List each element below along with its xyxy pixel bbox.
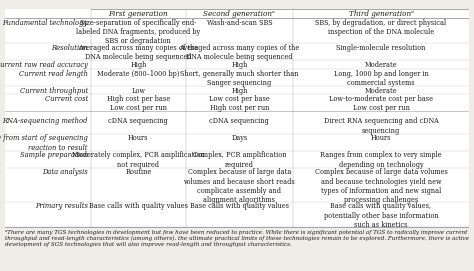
Text: cDNA sequencing: cDNA sequencing bbox=[109, 117, 168, 125]
Text: Base calls with quality values,
potentially other base information
such as kinet: Base calls with quality values, potentia… bbox=[324, 202, 438, 229]
Text: Third generationᵃ: Third generationᵃ bbox=[348, 10, 413, 18]
Text: Days: Days bbox=[231, 134, 247, 142]
Text: Low cost per base
High cost per run: Low cost per base High cost per run bbox=[209, 95, 270, 112]
Text: Single-molecule resolution: Single-molecule resolution bbox=[337, 44, 426, 52]
Text: RNA-sequencing method: RNA-sequencing method bbox=[2, 117, 88, 125]
Text: Averaged across many copies of the
DNA molecule being sequenced: Averaged across many copies of the DNA m… bbox=[179, 44, 300, 61]
Text: Size-separation of specifically end-
labeled DNA fragments, produced by
SBS or d: Size-separation of specifically end- lab… bbox=[76, 19, 201, 45]
Text: Current throughput: Current throughput bbox=[19, 87, 88, 95]
Text: Second generationᵃ: Second generationᵃ bbox=[203, 10, 275, 18]
Text: Complex because of large data
volumes and because short reads
complicate assembl: Complex because of large data volumes an… bbox=[183, 168, 295, 204]
Text: Base calls with quality values: Base calls with quality values bbox=[190, 202, 289, 210]
Text: Direct RNA sequencing and cDNA
sequencing: Direct RNA sequencing and cDNA sequencin… bbox=[324, 117, 438, 134]
Bar bbox=[5, 9, 469, 227]
Text: Data analysis: Data analysis bbox=[42, 168, 88, 176]
Text: Current raw read accuracy: Current raw read accuracy bbox=[0, 61, 88, 69]
Text: Low: Low bbox=[131, 87, 146, 95]
Text: Low-to-moderate cost per base
Low cost per run: Low-to-moderate cost per base Low cost p… bbox=[329, 95, 433, 112]
Text: Resolution: Resolution bbox=[51, 44, 88, 52]
Text: Time from start of sequencing
reaction to result: Time from start of sequencing reaction t… bbox=[0, 134, 88, 151]
Text: Base calls with quality values: Base calls with quality values bbox=[89, 202, 188, 210]
Text: Fundamental technology: Fundamental technology bbox=[2, 19, 88, 27]
Text: Short, generally much shorter than
Sanger sequencing: Short, generally much shorter than Sange… bbox=[180, 70, 299, 87]
Text: Complex because of large data volumes
and because technologies yield new
types o: Complex because of large data volumes an… bbox=[315, 168, 447, 204]
Text: Moderate: Moderate bbox=[365, 61, 397, 69]
Text: High: High bbox=[231, 87, 247, 95]
Text: Wash-and-scan SBS: Wash-and-scan SBS bbox=[207, 19, 272, 27]
Text: Ranges from complex to very simple
depending on technology: Ranges from complex to very simple depen… bbox=[320, 151, 442, 169]
Text: Averaged across many copies of the
DNA molecule being sequenced: Averaged across many copies of the DNA m… bbox=[78, 44, 199, 61]
Text: Moderate (800–1000 bp): Moderate (800–1000 bp) bbox=[97, 70, 180, 78]
Text: Moderate: Moderate bbox=[365, 87, 397, 95]
Text: First generation: First generation bbox=[109, 10, 168, 18]
Text: Sample preparation: Sample preparation bbox=[19, 151, 88, 159]
Text: High: High bbox=[130, 61, 146, 69]
Text: Complex, PCR amplification
required: Complex, PCR amplification required bbox=[192, 151, 286, 169]
Text: High cost per base
Low cost per run: High cost per base Low cost per run bbox=[107, 95, 170, 112]
Text: cDNA sequencing: cDNA sequencing bbox=[210, 117, 269, 125]
Text: Long, 1000 bp and longer in
commercial systems: Long, 1000 bp and longer in commercial s… bbox=[334, 70, 428, 87]
Text: Current read length: Current read length bbox=[19, 70, 88, 78]
Text: High: High bbox=[231, 61, 247, 69]
Text: ᵃThere are many TGS technologies in development but few have been reduced to pra: ᵃThere are many TGS technologies in deve… bbox=[5, 230, 469, 247]
Text: Hours: Hours bbox=[128, 134, 148, 142]
Text: Routine: Routine bbox=[125, 168, 151, 176]
Text: Moderately complex, PCR amplification
not required: Moderately complex, PCR amplification no… bbox=[72, 151, 205, 169]
Text: Hours: Hours bbox=[371, 134, 391, 142]
Text: Primary results: Primary results bbox=[35, 202, 88, 210]
Text: Current cost: Current cost bbox=[45, 95, 88, 103]
Text: SBS, by degradation, or direct physical
inspection of the DNA molecule: SBS, by degradation, or direct physical … bbox=[315, 19, 447, 36]
